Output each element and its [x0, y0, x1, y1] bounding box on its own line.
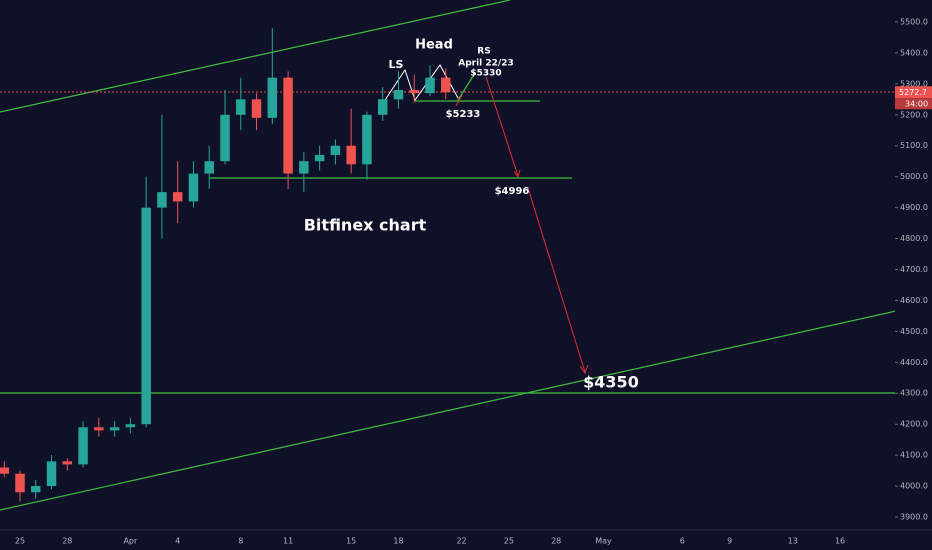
x-tick-label: 15	[346, 537, 356, 546]
last-price-label: 5272.7	[899, 88, 927, 97]
y-tick-label: 5100.0	[900, 141, 928, 150]
candle-body	[377, 99, 388, 115]
annotation: $4996	[495, 186, 530, 197]
y-tick-label: 5300.0	[900, 79, 928, 88]
x-tick-label: 8	[238, 537, 243, 546]
y-tick-label: 4000.0	[900, 482, 928, 491]
candle-body	[314, 155, 325, 162]
arrow	[485, 76, 519, 177]
x-tick-label: 28	[551, 537, 561, 546]
x-tick-label: 25	[504, 537, 514, 546]
candle-body	[62, 461, 73, 465]
candle-body	[330, 145, 341, 156]
countdown-box	[895, 98, 932, 110]
y-tick-label: 3900.0	[900, 513, 928, 522]
annotation: $5233	[446, 109, 481, 120]
y-tick-label: 5000.0	[900, 172, 928, 181]
x-tick-label: 13	[788, 537, 798, 546]
candle-body	[251, 99, 262, 118]
x-tick-label: 28	[62, 537, 72, 546]
y-tick-label: 4500.0	[900, 327, 928, 336]
candle-body	[267, 77, 278, 118]
candle-body	[46, 461, 57, 487]
candle-body	[141, 207, 151, 425]
candle-body	[157, 192, 167, 208]
arrow-head	[513, 169, 521, 179]
x-tick-label: 18	[393, 537, 403, 546]
last-price-box	[895, 86, 932, 99]
annotation: $4350	[583, 373, 639, 392]
candle-body	[346, 145, 356, 165]
annotation: RS	[477, 47, 490, 57]
lower-channel	[0, 302, 932, 511]
y-tick-label: 4200.0	[900, 420, 928, 429]
arrow	[455, 94, 463, 107]
x-tick-label: 25	[15, 537, 25, 546]
x-tick-label: Apr	[123, 537, 138, 546]
y-tick-label: 5500.0	[900, 17, 928, 26]
x-tick-label: 11	[283, 537, 293, 546]
x-tick-label: 16	[835, 537, 845, 546]
x-tick-label: 9	[727, 537, 732, 546]
countdown-label: 34:00	[905, 99, 928, 108]
candle-body	[299, 161, 309, 174]
x-tick-label: 22	[456, 537, 466, 546]
y-tick-label: 5400.0	[900, 48, 928, 57]
candle-body	[78, 427, 88, 465]
annotation: LS	[389, 58, 404, 71]
upper-channel	[0, 0, 511, 113]
y-tick-label: 4600.0	[900, 296, 928, 305]
candle-body	[220, 114, 230, 162]
candle-body	[283, 77, 293, 174]
arrow	[527, 187, 586, 373]
y-tick-label: 4900.0	[900, 203, 928, 212]
candle-body	[393, 90, 404, 100]
candle-body	[204, 161, 214, 174]
y-tick-label: 5200.0	[900, 110, 928, 119]
y-tick-label: 4400.0	[900, 358, 928, 367]
candle-body	[188, 173, 199, 202]
candle-body	[172, 192, 183, 202]
rs-line	[457, 72, 476, 101]
y-tick-label: 4100.0	[900, 451, 928, 460]
candle-body	[15, 473, 25, 493]
candle-body	[236, 99, 246, 115]
candle-body	[0, 467, 9, 474]
chart-title: Bitfinex chart	[304, 216, 427, 235]
candle-body	[425, 77, 435, 94]
x-tick-label: 4	[175, 537, 180, 546]
candle-body	[125, 424, 136, 428]
candle-body	[362, 114, 372, 165]
candle-body	[31, 486, 41, 493]
arrow-head	[579, 364, 589, 375]
annotation: Head	[415, 38, 453, 53]
candle-body	[409, 90, 419, 94]
y-tick-label: 4300.0	[900, 389, 928, 398]
candle-body	[94, 427, 104, 431]
candle-body	[441, 77, 451, 93]
annotation: $5330	[470, 69, 501, 79]
y-tick-label: 4700.0	[900, 265, 928, 274]
annotation: April 22/23	[458, 59, 514, 69]
x-tick-label: 6	[680, 537, 685, 546]
candle-body	[109, 427, 120, 431]
x-tick-label: May	[595, 537, 612, 546]
y-tick-label: 4800.0	[900, 234, 928, 243]
